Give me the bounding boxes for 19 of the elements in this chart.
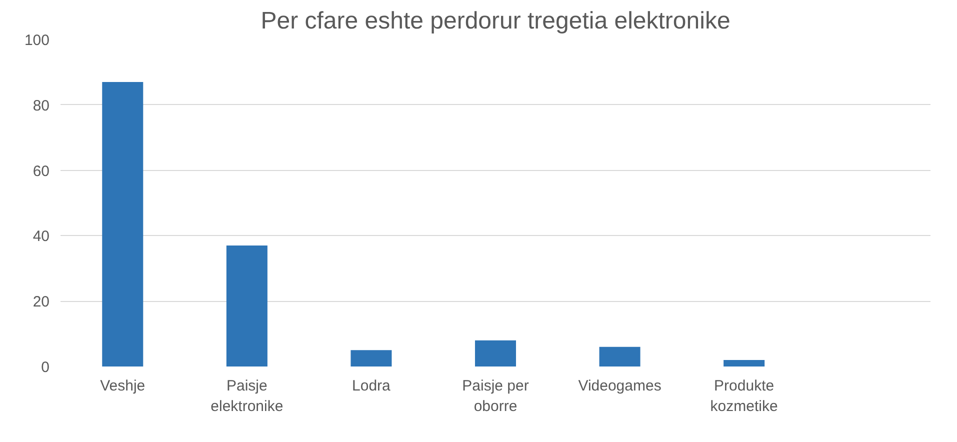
- y-tick-label: 20: [32, 294, 50, 311]
- bar: [350, 350, 392, 366]
- y-tick-label: 60: [32, 162, 50, 180]
- x-tick-label: Paisje elektronike: [210, 378, 284, 415]
- x-tick-label: Paisje per oborre: [462, 378, 529, 415]
- bar: [102, 82, 144, 366]
- bar: [724, 360, 765, 366]
- x-tick-label: Videogames: [578, 378, 662, 394]
- bar: [474, 340, 516, 366]
- chart-title: Per cfare eshte perdorur tregetia elektronike: [260, 8, 730, 34]
- y-tick-label: 0: [41, 359, 50, 376]
- y-tick-label: 100: [24, 32, 50, 49]
- bar: [226, 246, 268, 366]
- bar: [599, 346, 640, 366]
- x-tick-label: Produkte kozmetike: [710, 378, 778, 415]
- x-tick-label: Lodra: [352, 378, 392, 394]
- y-tick-label: 40: [32, 228, 50, 246]
- y-tick-label: 80: [32, 97, 50, 114]
- x-tick-label: Veshje: [100, 378, 146, 394]
